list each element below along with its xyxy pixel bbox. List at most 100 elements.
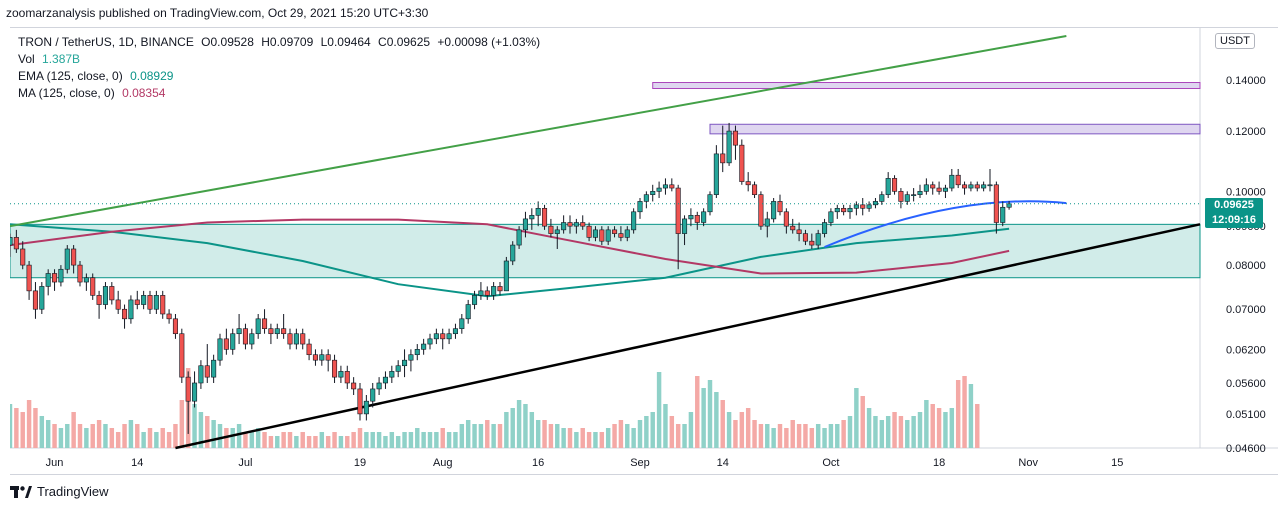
candle-up [866,204,872,209]
candle-up [376,382,382,390]
volume-bar [873,416,878,448]
volume-bar [90,424,95,448]
candle-up [707,194,713,213]
footer-brand: TradingView [37,484,109,499]
volume-bar [535,420,541,448]
candle-up [452,328,458,335]
volume-bar [733,420,738,448]
candle-down [109,286,115,301]
tradingview-logo-icon [10,485,32,498]
candle-up [192,382,198,402]
candle-up [45,273,51,287]
candle-down [752,184,758,195]
candle-down [796,229,802,234]
time-tick-label: 19 [354,457,366,469]
volume-bar [975,404,980,448]
volume-bar [510,408,515,448]
price-tick-label: 0.04600 [1226,443,1266,455]
candle-up [83,277,89,283]
volume-bar [752,420,757,448]
candle-down [325,354,331,361]
price-chart[interactable]: 0.140000.120000.100000.090000.080000.070… [10,28,1278,474]
volume-bar [325,436,331,448]
volume-bar [154,432,159,448]
volume-bar [828,424,834,448]
legend-vol-label: Vol [18,52,35,66]
volume-bar [803,424,808,448]
candle-down [599,229,605,242]
volume-bar [777,424,783,448]
candle-up [535,207,541,216]
volume-bar [809,428,815,448]
volume-bar [427,432,433,448]
last-price-value: 0.09625 [1214,199,1254,211]
candle-up [573,222,579,227]
legend-open: O0.09528 [201,35,254,49]
volume-bar [682,424,687,448]
volume-bar [65,424,70,448]
candle-down [147,295,153,310]
candle-up [847,207,853,213]
volume-bar [357,428,363,448]
candle-up [904,194,910,202]
candle-up [39,286,45,310]
candle-down [440,333,446,340]
volume-bar [58,428,64,448]
publish-info: zoomarzanalysis published on TradingView… [6,6,429,20]
volume-bar [179,400,185,448]
volume-bar [20,412,25,448]
volume-bar [790,420,795,448]
volume-bar [434,432,439,448]
volume-bar [370,432,375,448]
volume-bar [77,424,83,448]
candle-down [71,248,77,266]
candle-up [764,218,770,227]
volume-bar [949,408,955,448]
candle-up [395,365,401,372]
volume-bar [128,420,134,448]
currency-badge[interactable]: USDT [1215,33,1255,49]
price-tick-label: 0.06200 [1226,344,1266,356]
candle-up [771,201,777,220]
volume-bar [166,432,172,448]
legend-ema-value: 0.08929 [130,69,174,83]
price-tick-label: 0.10000 [1226,186,1266,198]
candle-up [128,299,134,320]
volume-bar [141,432,146,448]
footer[interactable]: TradingView [10,484,109,499]
volume-bar [33,408,38,448]
volume-bar [345,436,350,448]
candle-down [351,382,357,390]
candle-up [968,184,974,189]
candle-down [936,187,942,192]
volume-bar [548,424,554,448]
volume-bar [650,412,655,448]
candle-up [64,248,70,270]
candle-up [987,184,993,187]
volume-bar [402,432,407,448]
candle-up [370,388,376,402]
volume-bar [236,424,242,448]
candle-down [312,354,318,361]
volume-bar [688,412,694,448]
candle-up [414,349,420,356]
chart-frame[interactable]: 0.140000.120000.100000.090000.080000.070… [10,27,1278,475]
candle-up [255,318,261,335]
volume-bar [917,412,923,448]
candle-down [160,295,166,315]
candle-down [745,181,751,186]
volume-bar [376,432,382,448]
volume-bar [726,412,732,448]
legend-ema-label: EMA (125, close, 0) [18,69,123,83]
volume-bar [892,412,897,448]
volume-bar [122,424,127,448]
support-zone [10,223,1201,279]
volume-bar [14,408,19,448]
rounding-arc [824,200,1067,248]
volume-bar [249,432,255,448]
candle-up [701,211,707,223]
volume-bar [841,420,846,448]
candle-down [739,144,745,182]
candle-down [52,273,58,283]
candle-down [580,222,586,227]
